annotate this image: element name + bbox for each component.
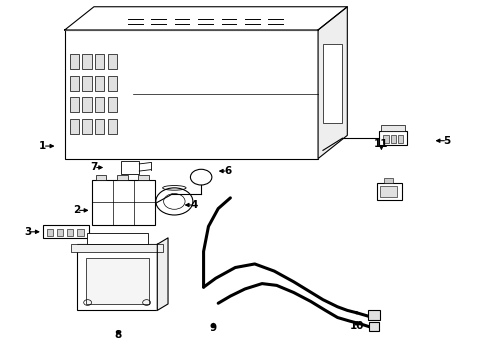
Bar [82, 76, 92, 91]
Bar [96, 175, 106, 180]
Bar [376, 183, 402, 200]
Bar [65, 30, 318, 158]
Bar [70, 118, 79, 134]
Bar [82, 54, 92, 69]
Bar [86, 257, 148, 304]
Bar [43, 225, 89, 238]
Text: 6: 6 [224, 166, 232, 176]
Bar [70, 54, 79, 69]
Bar [108, 118, 117, 134]
Bar [379, 131, 407, 145]
Bar [138, 175, 148, 180]
Bar [369, 322, 379, 332]
Bar [70, 76, 79, 91]
Bar [368, 310, 380, 320]
Bar [323, 44, 343, 123]
Bar [77, 244, 157, 310]
Bar [95, 97, 104, 112]
Polygon shape [318, 7, 347, 158]
Bar [121, 161, 139, 174]
Text: 10: 10 [350, 321, 364, 332]
Text: 4: 4 [190, 200, 197, 210]
Text: 8: 8 [115, 330, 122, 341]
Bar [108, 76, 117, 91]
Text: 3: 3 [24, 227, 32, 237]
Bar [82, 118, 92, 134]
Bar [57, 229, 63, 236]
Bar [384, 178, 392, 183]
Bar [383, 135, 389, 143]
Bar [47, 229, 53, 236]
Bar [95, 54, 104, 69]
Bar [87, 233, 147, 244]
Bar [95, 76, 104, 91]
Bar [95, 118, 104, 134]
Bar [108, 97, 117, 112]
Bar [117, 175, 127, 180]
Bar [71, 244, 163, 252]
Text: 9: 9 [210, 323, 217, 333]
Bar [398, 135, 403, 143]
Polygon shape [157, 238, 168, 310]
Bar [92, 180, 155, 225]
Bar [381, 125, 405, 131]
Bar [70, 97, 79, 112]
Text: 5: 5 [443, 136, 451, 146]
Text: 7: 7 [90, 162, 98, 172]
Bar [380, 186, 396, 197]
Bar [77, 229, 84, 236]
Bar [391, 135, 396, 143]
Bar [82, 97, 92, 112]
Bar [108, 54, 117, 69]
Bar [67, 229, 74, 236]
Text: 1: 1 [39, 141, 47, 151]
Text: 11: 11 [374, 139, 389, 149]
Polygon shape [65, 7, 347, 30]
Text: 2: 2 [74, 205, 80, 215]
